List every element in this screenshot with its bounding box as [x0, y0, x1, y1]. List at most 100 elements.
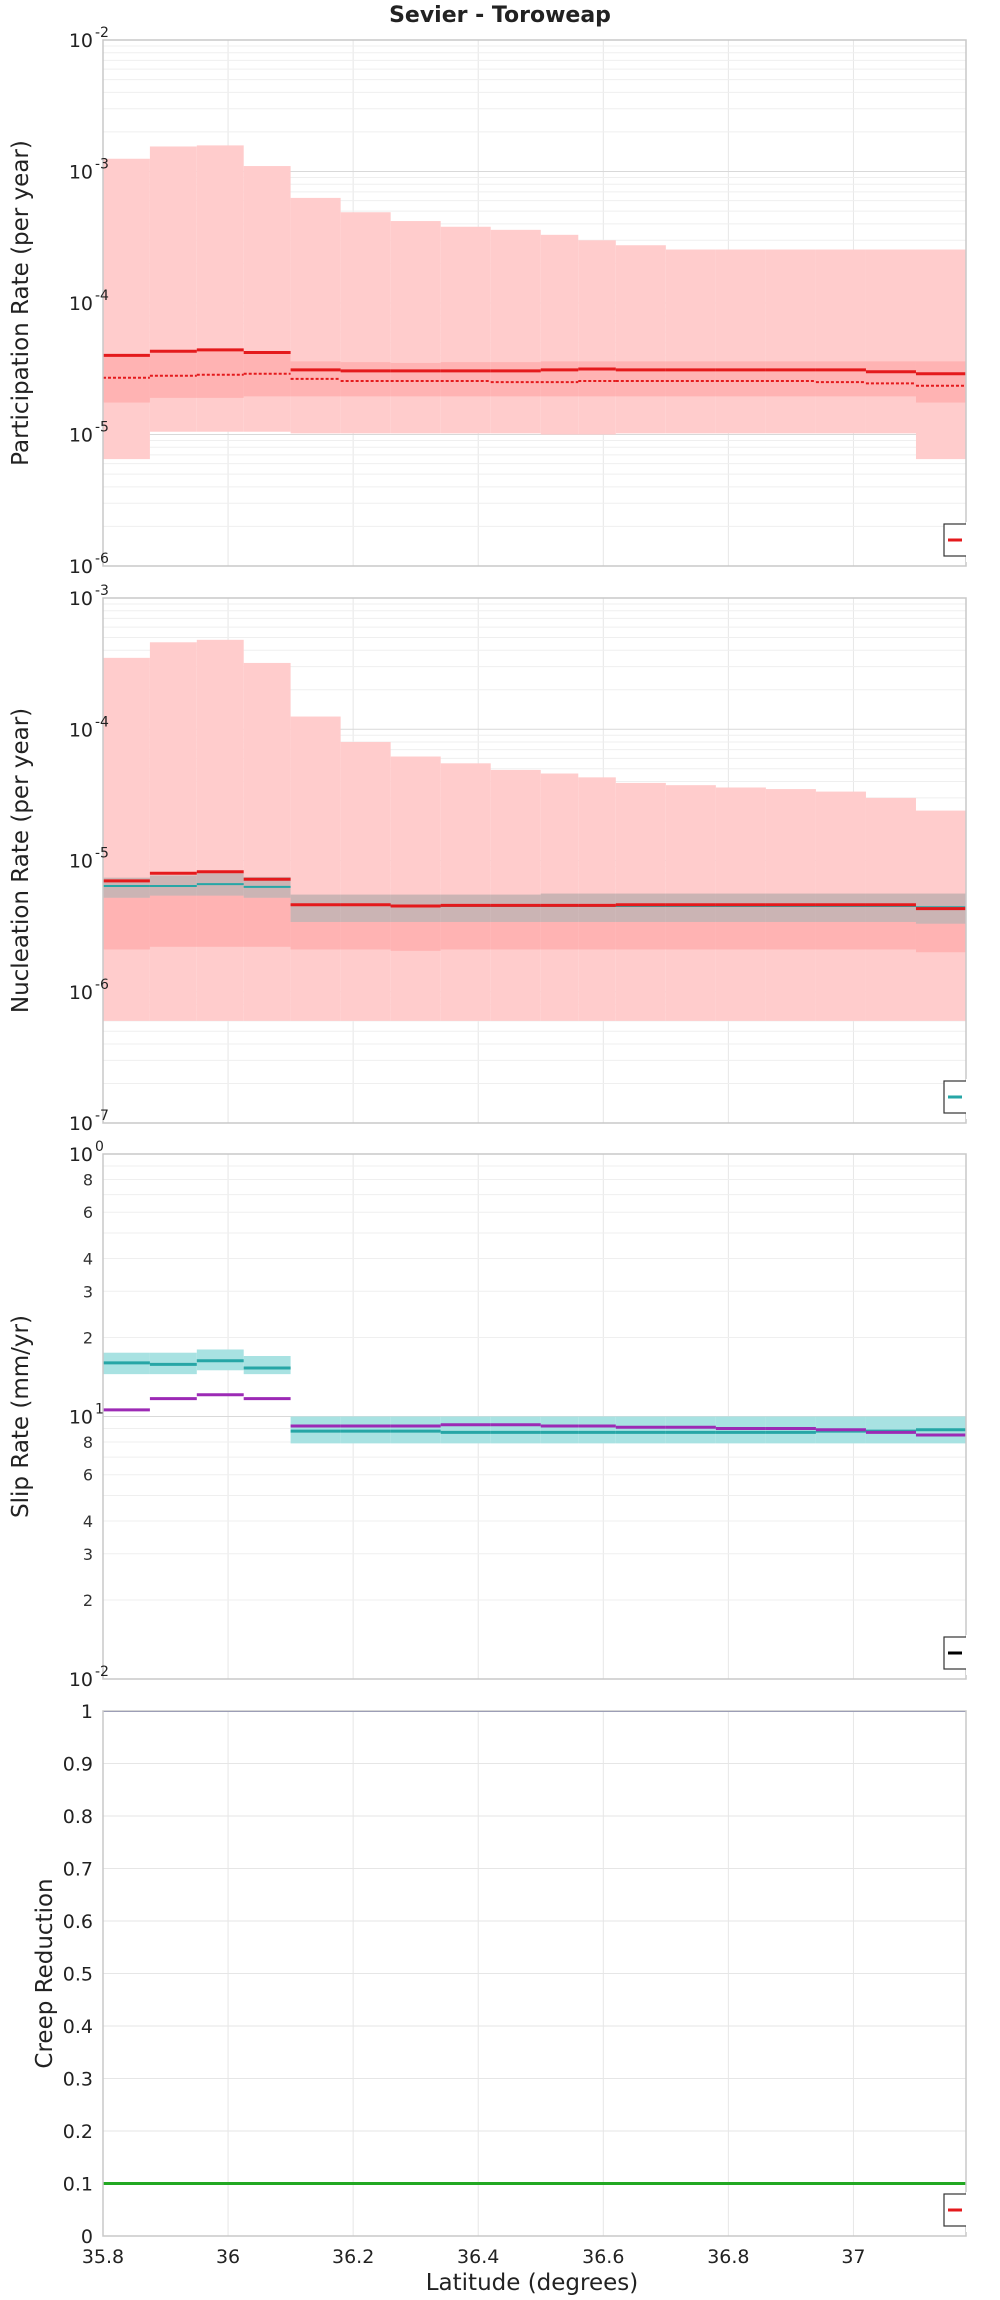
y-minor-tick-label: 2	[83, 1328, 93, 1347]
inner-band	[578, 361, 616, 397]
outer-band	[340, 741, 391, 1021]
inner-band	[243, 897, 291, 947]
grey-band	[578, 893, 616, 922]
inner-band	[865, 361, 916, 397]
inner-band	[715, 361, 766, 397]
inner-band	[196, 348, 244, 398]
y-tick-label: 0.2	[63, 2121, 93, 2143]
plot-area	[103, 1711, 966, 2185]
y-tick-label: 10	[69, 425, 93, 447]
outer-band	[765, 249, 816, 434]
figure-title: Sevier - Toroweap	[389, 3, 611, 28]
grid	[102, 1710, 966, 2237]
teal-band	[578, 1416, 616, 1444]
legend	[943, 1635, 1000, 1675]
y-tick-label: 10	[69, 982, 93, 1004]
inner-band	[540, 361, 579, 397]
inner-band	[490, 921, 541, 950]
outer-band	[340, 212, 391, 434]
teal-band	[540, 1416, 579, 1444]
y-tick-label: 10	[69, 1144, 93, 1166]
plot-frame	[102, 597, 967, 1124]
y-tick-label: 10	[69, 293, 93, 315]
inner-band	[815, 361, 866, 397]
inner-band	[149, 895, 197, 947]
legend	[943, 2192, 1000, 2232]
y-tick-exponent: -2	[95, 1664, 109, 1680]
inner-band	[149, 349, 197, 398]
inner-band	[765, 361, 816, 397]
inner-band	[340, 362, 391, 397]
teal-band	[615, 1416, 666, 1444]
inner-band	[340, 921, 391, 950]
y-axis-label: Creep Reduction	[32, 1878, 58, 2068]
x-tick-label: 37	[841, 2246, 865, 2268]
y-tick-label: 0.1	[63, 2174, 93, 2196]
y-tick-exponent: -2	[95, 25, 109, 41]
y-tick-label: 10	[69, 1669, 93, 1691]
y-tick-label: 10	[69, 162, 93, 184]
plot-area	[103, 1349, 966, 1444]
y-tick-label: 0.5	[63, 1964, 93, 1986]
outer-band	[715, 249, 766, 434]
y-minor-tick-label: 3	[83, 1282, 93, 1301]
outer-band	[815, 249, 866, 434]
inner-band	[440, 362, 491, 397]
y-tick-label: 10	[69, 588, 93, 610]
x-tick-label: 36.8	[707, 2246, 749, 2268]
y-tick-label: 10	[69, 556, 93, 578]
y-tick-exponent: -3	[95, 157, 109, 173]
y-tick-exponent: -4	[95, 714, 109, 730]
inner-band	[578, 921, 616, 950]
grey-band	[715, 893, 766, 922]
grey-band	[490, 894, 541, 922]
grey-band	[290, 894, 341, 922]
y-tick-label: 0.9	[63, 1754, 93, 1776]
inner-band	[915, 361, 966, 403]
y-tick-label: 10	[69, 851, 93, 873]
y-tick-label: 1	[81, 1701, 93, 1723]
inner-band	[715, 921, 766, 950]
y-minor-tick-label: 2	[83, 1591, 93, 1610]
legend-mask	[966, 1635, 1000, 1675]
y-tick-label: 0.6	[63, 1911, 93, 1933]
inner-band	[290, 921, 341, 950]
outer-band	[290, 716, 341, 1021]
outer-band	[490, 229, 541, 434]
inner-band	[390, 362, 441, 397]
grey-band	[765, 893, 816, 922]
y-tick-label: 0.7	[63, 1859, 93, 1881]
y-tick-label: 10	[69, 30, 93, 52]
x-tick-label: 36.4	[457, 2246, 499, 2268]
outer-band	[149, 642, 197, 1021]
y-minor-tick-label: 4	[83, 1512, 93, 1531]
inner-band	[865, 921, 916, 950]
inner-band	[665, 361, 716, 397]
outer-band	[540, 234, 579, 435]
y-tick-exponent: -6	[95, 977, 109, 993]
outer-band	[103, 158, 150, 460]
inner-band	[765, 921, 816, 950]
outer-band	[196, 639, 244, 1021]
y-tick-exponent: -3	[95, 583, 109, 599]
y-tick-exponent: 0	[95, 1139, 104, 1155]
inner-band	[390, 921, 441, 951]
grey-band	[815, 893, 866, 922]
grey-band	[340, 894, 391, 922]
outer-band	[440, 226, 491, 434]
x-tick-label: 36.2	[332, 2246, 374, 2268]
y-minor-tick-label: 4	[83, 1249, 93, 1268]
grey-band	[390, 894, 441, 922]
x-tick-label: 36.6	[582, 2246, 624, 2268]
plot-frame	[102, 1153, 967, 1680]
inner-band	[490, 362, 541, 397]
inner-band	[615, 921, 666, 950]
outer-band	[665, 249, 716, 434]
y-tick-exponent: 1	[95, 1402, 104, 1418]
teal-band	[440, 1416, 491, 1444]
outer-band	[290, 197, 341, 434]
